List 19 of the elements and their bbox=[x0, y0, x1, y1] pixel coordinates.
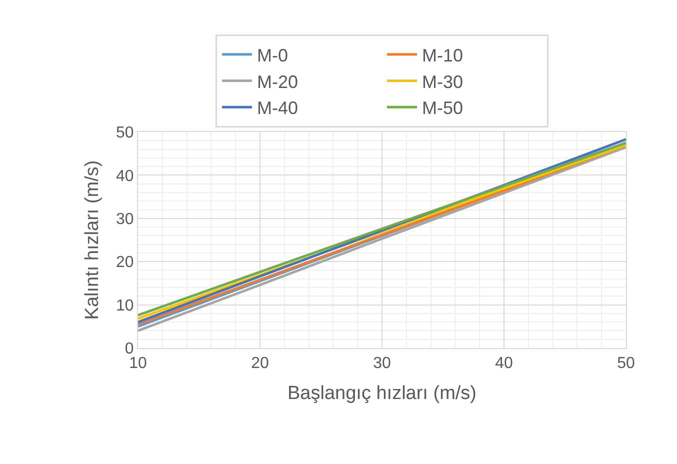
legend-label: M-40 bbox=[257, 98, 298, 118]
y-tick-label: 50 bbox=[116, 124, 134, 142]
x-tick-label: 50 bbox=[617, 355, 635, 372]
y-tick-label: 40 bbox=[116, 168, 134, 185]
x-tick-label: 20 bbox=[251, 355, 269, 372]
legend-label: M-20 bbox=[257, 72, 298, 92]
x-tick-label: 10 bbox=[129, 355, 147, 372]
legend-label: M-10 bbox=[422, 45, 464, 66]
y-tick-label: 30 bbox=[116, 211, 134, 228]
legend-label: M-0 bbox=[257, 45, 288, 66]
x-tick-label: 40 bbox=[495, 355, 513, 372]
x-tick-label: 30 bbox=[373, 355, 391, 372]
x-axis-title: Başlangıç hızları (m/s) bbox=[288, 383, 476, 404]
y-axis-title: Kalıntı hızları (m/s) bbox=[82, 160, 103, 320]
y-tick-label: 10 bbox=[116, 297, 134, 314]
legend-label: M-50 bbox=[422, 98, 464, 118]
legend-label: M-30 bbox=[422, 72, 464, 92]
y-tick-label: 20 bbox=[116, 254, 134, 272]
y-tick-label: 0 bbox=[124, 340, 134, 358]
